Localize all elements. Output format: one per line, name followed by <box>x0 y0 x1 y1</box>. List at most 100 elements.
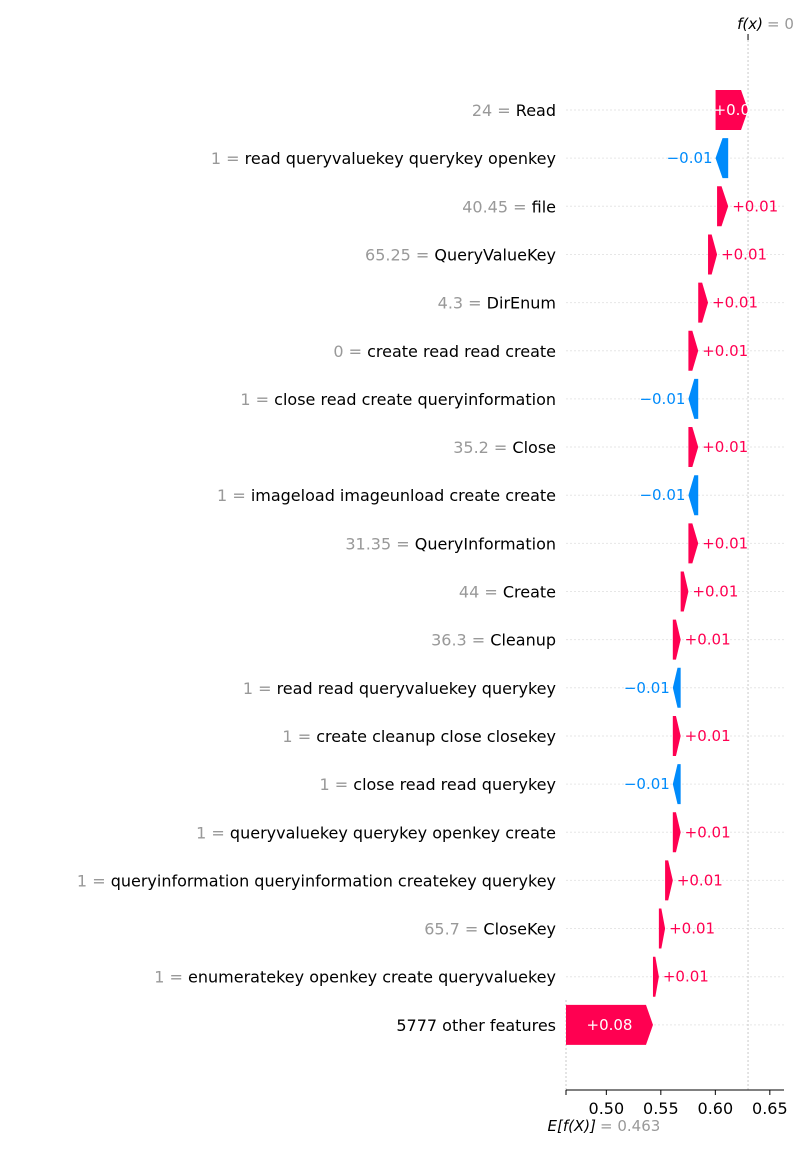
feature-name: file <box>532 197 556 216</box>
feature-value: 24 = <box>472 101 516 120</box>
feature-label: 1 = create cleanup close closekey <box>282 727 556 746</box>
contribution-label: +0.01 <box>669 920 715 938</box>
feature-name: read read queryvaluekey querykey <box>277 679 556 698</box>
x-axis-tick-label: 0.50 <box>589 1099 625 1118</box>
positive-contribution-bar <box>698 282 709 323</box>
feature-label: 44 = Create <box>459 583 556 602</box>
feature-name: DirEnum <box>487 294 556 313</box>
feature-label: 5777 other features <box>396 1016 556 1035</box>
x-axis: 0.50 0.55 0.60 0.65 <box>565 34 788 1118</box>
feature-label: 4.3 = DirEnum <box>438 294 556 313</box>
positive-contribution-bar <box>665 860 673 901</box>
contribution-label: +0.01 <box>685 823 731 841</box>
feature-name: queryinformation queryinformation create… <box>111 871 556 890</box>
feature-value: 1 = <box>154 968 188 987</box>
feature-label: 0 = create read read create <box>333 342 556 361</box>
positive-contribution-bar <box>717 186 729 227</box>
fx-annotation: f(x) = 0 <box>737 15 794 33</box>
contribution-label: +0.01 <box>732 197 778 215</box>
positive-contribution-bar <box>680 571 689 612</box>
feature-label: 1 = close read create queryinformation <box>240 390 556 409</box>
contribution-label: −0.01 <box>624 679 670 697</box>
feature-name: create read read create <box>367 342 556 361</box>
feature-name: QueryInformation <box>415 534 556 553</box>
feature-label: 1 = read queryvaluekey querykey openkey <box>211 149 556 168</box>
feature-name: close read read querykey <box>353 775 556 794</box>
feature-value: 1 = <box>243 679 277 698</box>
bars-layer <box>566 90 749 1045</box>
feature-name: enumeratekey openkey create queryvalueke… <box>188 968 556 987</box>
feature-value: 1 = <box>77 871 111 890</box>
feature-label: 24 = Read <box>472 101 556 120</box>
negative-contribution-bar <box>688 475 699 516</box>
feature-label: 31.35 = QueryInformation <box>345 534 556 553</box>
feature-name: imageload imageunload create create <box>251 486 556 505</box>
feature-label: 65.7 = CloseKey <box>424 920 556 939</box>
feature-name: create cleanup close closekey <box>316 727 556 746</box>
feature-value: 1 = <box>217 486 251 505</box>
feature-value: 40.45 = <box>462 197 531 216</box>
positive-contribution-bar <box>652 956 659 997</box>
feature-value: 0 = <box>333 342 367 361</box>
feature-value: 1 = <box>320 775 354 794</box>
feature-label: 1 = enumeratekey openkey create queryval… <box>154 968 556 987</box>
feature-label: 40.45 = file <box>462 197 556 216</box>
feature-name: read queryvaluekey querykey openkey <box>245 149 556 168</box>
contribution-label: +0.01 <box>712 294 758 312</box>
contribution-label: −0.01 <box>624 775 670 793</box>
feature-name: Create <box>503 583 556 602</box>
contribution-label: +0.01 <box>702 342 748 360</box>
feature-label: 1 = close read read querykey <box>320 775 557 794</box>
contribution-label: +0.0 <box>714 101 750 119</box>
feature-name: Read <box>516 101 556 120</box>
positive-contribution-bar <box>715 90 749 130</box>
positive-contribution-bar <box>672 619 681 660</box>
feature-label: 1 = imageload imageunload create create <box>217 486 556 505</box>
x-axis-tick-label: 0.65 <box>752 1099 788 1118</box>
positive-contribution-bar <box>672 715 681 756</box>
negative-contribution-bar <box>688 378 699 419</box>
efx-label: E[f(X)] <box>548 1117 597 1135</box>
negative-contribution-bar <box>672 667 681 708</box>
feature-label: 65.25 = QueryValueKey <box>365 245 556 264</box>
feature-value: 1 = <box>240 390 274 409</box>
negative-contribution-bar <box>715 138 729 179</box>
efx-value: = 0.463 <box>600 1117 660 1135</box>
efx-annotation: E[f(X)] = 0.463 <box>548 1117 661 1135</box>
labels-layer: 24 = Read +0.0 1 = read queryvaluekey quer… <box>77 101 778 1035</box>
fx-label: f(x) <box>737 15 763 33</box>
contribution-label: −0.01 <box>667 149 713 167</box>
feature-label: 1 = read read queryvaluekey querykey <box>243 679 556 698</box>
feature-label: 1 = queryvaluekey querykey openkey creat… <box>196 823 556 842</box>
positive-contribution-bar <box>708 234 718 275</box>
x-axis-tick-label: 0.60 <box>698 1099 734 1118</box>
feature-name: QueryValueKey <box>434 245 556 264</box>
positive-contribution-bar <box>658 908 666 949</box>
feature-label: 36.3 = Cleanup <box>431 631 556 650</box>
feature-label: 1 = queryinformation queryinformation cr… <box>77 871 556 890</box>
contribution-label: +0.01 <box>721 245 767 263</box>
contribution-label: +0.01 <box>685 631 731 649</box>
feature-name: queryvaluekey querykey openkey create <box>230 823 556 842</box>
contribution-label: −0.01 <box>639 390 685 408</box>
contribution-label: −0.01 <box>639 486 685 504</box>
feature-value: 36.3 = <box>431 631 490 650</box>
feature-value: 1 = <box>282 727 316 746</box>
feature-value: 4.3 = <box>438 294 487 313</box>
feature-label: 35.2 = Close <box>453 438 556 457</box>
positive-contribution-bar <box>688 523 699 564</box>
feature-name: Close <box>512 438 556 457</box>
feature-value: 1 = <box>211 149 245 168</box>
feature-value: 31.35 = <box>345 534 414 553</box>
x-axis-tick-label: 0.55 <box>643 1099 679 1118</box>
contribution-label: +0.01 <box>702 438 748 456</box>
positive-contribution-bar <box>672 812 681 853</box>
feature-value: 65.25 = <box>365 245 434 264</box>
feature-value: 44 = <box>459 583 503 602</box>
negative-contribution-bar <box>672 764 681 805</box>
feature-value: 35.2 = <box>453 438 512 457</box>
contribution-label: +0.01 <box>702 534 748 552</box>
feature-value: 65.7 = <box>424 920 483 939</box>
feature-name: Cleanup <box>490 631 556 650</box>
